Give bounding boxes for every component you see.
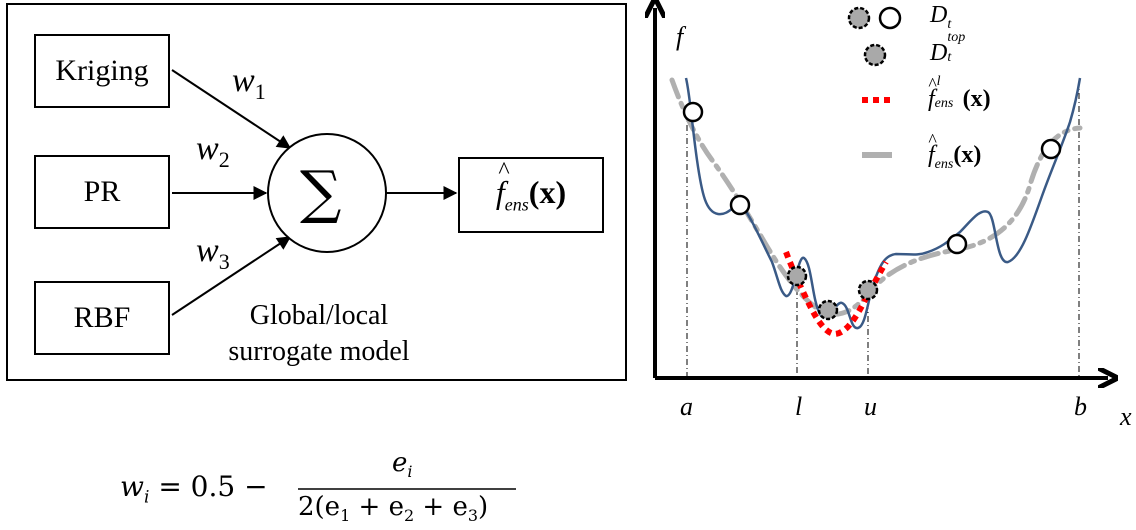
sum-symbol: ∑ (300, 158, 342, 226)
weight-1-sub: 1 (254, 78, 266, 104)
x-tick-b: b (1074, 392, 1087, 421)
top-sample-point (817, 299, 839, 321)
legend-local-sup: l (936, 74, 941, 89)
formula-lhs-sub: i (143, 487, 150, 508)
weight-2-base: w (196, 130, 219, 167)
output-f: f (495, 174, 505, 211)
formula-den-close: ) (478, 492, 489, 522)
pr-label: PR (83, 175, 121, 208)
formula-den-sub3: 3 (467, 506, 479, 526)
legend-dtop-text: D top t (930, 30, 977, 67)
legend-dtop-sub: t (947, 50, 952, 65)
legend-top-marker (863, 43, 887, 67)
legend-dt-text: Dt (930, 2, 951, 33)
sample-point (682, 101, 704, 123)
ensemble-diagram-frame (6, 3, 627, 381)
caption-line-1: Global/local (249, 300, 389, 331)
x-tick-a: a (680, 392, 693, 421)
top-sample-point (857, 279, 879, 301)
formula-denominator: 2(e1 + e2 + e3) (298, 492, 488, 525)
rbf-box: RBF (34, 281, 170, 355)
top-sample-point (786, 265, 808, 287)
weight-2-sub: 2 (218, 146, 230, 172)
formula-den-sub2: 2 (403, 506, 415, 526)
output-hat: ^ (497, 158, 509, 185)
legend-top-marker (847, 6, 871, 30)
sample-point (946, 233, 968, 255)
legend-local-sub: ens (934, 96, 954, 111)
weight-1-label: w1 (232, 62, 266, 105)
kriging-box: Kriging (34, 34, 170, 108)
y-axis-label: f (676, 22, 684, 51)
legend-sample-marker (878, 6, 902, 30)
legend-dtop-base: D (930, 40, 948, 66)
legend-global-arg: (x) (953, 142, 982, 168)
weight-2-label: w2 (196, 130, 230, 173)
weight-3-sub: 3 (218, 248, 230, 274)
formula-den-plus1: + e (350, 492, 404, 522)
caption-line-2: surrogate model (228, 336, 410, 367)
local-ensemble-curve (783, 250, 889, 338)
x-tick-u: u (864, 392, 877, 421)
legend-global-f: f (928, 142, 935, 168)
formula-num-e: e (392, 448, 408, 478)
legend-dtop-sup: top (947, 30, 966, 45)
x-tick-l: l (795, 392, 803, 421)
arrow-kriging-to-sum (171, 69, 292, 149)
weight-formula-lhs: wi = 0.5 − (120, 470, 268, 508)
output-arg: (x) (528, 174, 567, 211)
x-axis-label: x (1120, 402, 1132, 431)
legend-dt-sub: t (947, 16, 952, 32)
legend-local-hat: ^ (928, 74, 936, 94)
formula-num-sub: i (407, 462, 413, 482)
sample-point (729, 194, 751, 216)
kriging-label: Kriging (55, 54, 149, 87)
output-expression: ^ fens(x) (495, 158, 567, 215)
formula-numerator: ei (392, 448, 413, 481)
pr-box: PR (34, 155, 170, 229)
legend-global-hat: ^ (928, 130, 936, 150)
weight-1-base: w (232, 62, 255, 99)
rbf-label: RBF (73, 301, 131, 334)
weight-3-label: w3 (196, 232, 230, 275)
legend-dt-base: D (930, 2, 948, 28)
legend-local-arg: (x) (962, 86, 991, 112)
legend-local-f: f (928, 86, 935, 112)
formula-den-start: 2(e (298, 492, 341, 522)
ensemble-output-box: ^ fens(x) (458, 157, 604, 233)
output-sub: ens (504, 194, 529, 215)
legend-global-text: ^ fens(x) (928, 130, 982, 173)
formula-lhs-w: w (120, 470, 144, 503)
formula-den-plus2: + e (414, 492, 468, 522)
legend-local-text: ^ f l ens (x) (928, 74, 991, 113)
arrow-rbf-to-sum (171, 236, 292, 316)
formula-eq: = 0.5 − (158, 470, 268, 503)
formula-den-sub1: 1 (340, 506, 351, 526)
sample-point (1040, 138, 1062, 160)
weight-3-base: w (196, 232, 219, 269)
legend-global-sub: ens (934, 156, 954, 172)
